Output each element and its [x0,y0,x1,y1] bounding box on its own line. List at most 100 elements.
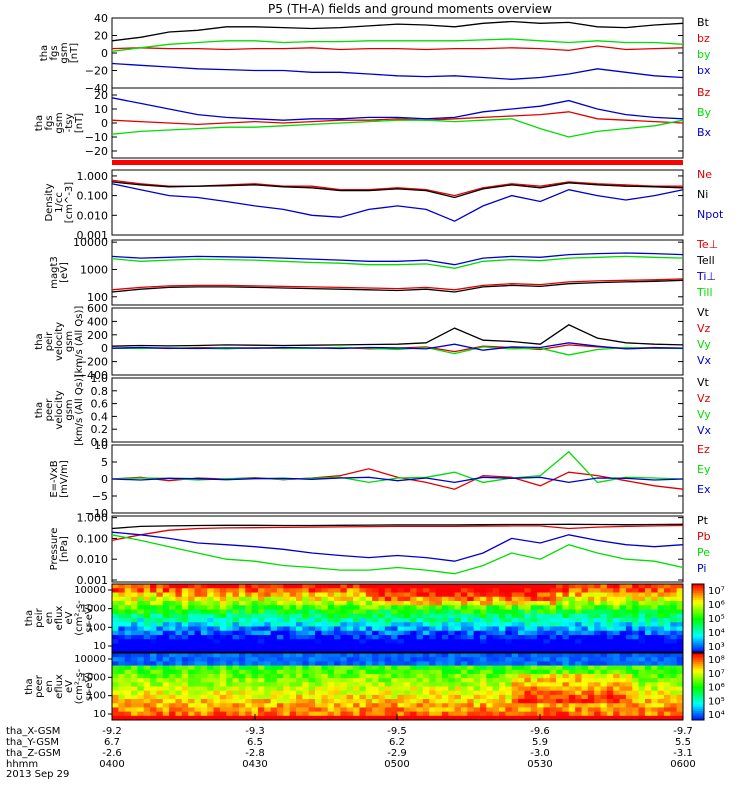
spectrogram-cell [454,690,462,696]
spectrogram-cell [524,703,532,708]
spectrogram-cell [397,673,405,679]
spectrogram-cell [175,711,183,717]
spectrogram-cell [435,613,443,619]
spectrogram-cell [575,669,582,675]
spectrogram-cell [435,711,443,717]
spectrogram-cell [479,690,487,696]
spectrogram-cell [315,653,322,658]
spectrogram-cell [460,635,468,640]
spectrogram-cell [238,622,246,627]
spectrogram-cell [169,699,176,704]
spectrogram-cell [606,711,614,717]
spectrogram-cell [131,661,138,666]
spectrogram-cell [118,618,126,623]
spectrogram-cell [334,653,341,658]
spectrogram-cell [219,682,227,687]
spectrogram-cell [289,699,297,704]
legend-Ez: Ez [697,443,710,456]
colorbar-frame [691,583,705,653]
spectrogram-cell [175,699,183,704]
spectrogram-cell [302,653,310,658]
spectrogram-cell [321,707,329,713]
spectrogram-cell [238,639,246,644]
spectrogram-cell [619,665,627,671]
spectrogram-cell [200,711,208,717]
spectrogram-cell [226,588,233,593]
spectrogram-cell [638,669,646,675]
spectrogram-cell [346,661,354,666]
spectrogram-cell [606,647,614,653]
spectrogram-cell [156,618,164,623]
spectrogram-cell [530,715,538,721]
spectrogram-cell [156,605,164,610]
spectrogram-cell [156,686,164,692]
spectrogram-cell [131,711,138,717]
spectrogram-cell [162,618,170,623]
spectrogram-cell [200,635,208,640]
spectrogram-cell [651,673,659,679]
spectrogram-cell [359,626,367,632]
spectrogram-cell [137,622,145,627]
spectrogram-cell [613,711,620,717]
spectrogram-cell [112,626,119,632]
spectrogram-cell [188,584,195,589]
spectrogram-cell [549,588,557,593]
spectrogram-cell [441,661,449,666]
spectrogram-cell [543,665,551,671]
spectrogram-cell [112,618,119,623]
y-tick-label: 20 [94,30,108,43]
spectrogram-cell [441,588,449,593]
spectrogram-cell [346,673,354,679]
spectrogram-cell [137,707,145,713]
spectrogram-cell [365,626,373,632]
spectrogram-cell [594,609,601,615]
spectrogram-cell [505,694,513,700]
spectrogram-cell [213,669,221,675]
spectrogram-cell [511,613,519,619]
spectrogram-cell [581,630,589,636]
spectrogram-cell [632,715,639,721]
spectrogram-cell [188,588,195,593]
spectrogram-cell [283,609,291,615]
spectrogram-cell [454,630,462,636]
spectrogram-cell [467,630,475,636]
legend-Vy: Vy [697,338,711,351]
spectrogram-cell [143,653,151,658]
spectrogram-cell [587,596,595,602]
spectrogram-cell [397,661,405,666]
spectrogram-cell [397,665,405,671]
spectrogram-cell [467,653,475,658]
spectrogram-cell [200,669,208,675]
spectrogram-cell [150,703,157,708]
spectrogram-cell [257,613,265,619]
spectrogram-cell [315,686,322,692]
spectrogram-cell [327,699,335,704]
spectrogram-cell [511,653,519,658]
spectrogram-cell [188,605,195,610]
spectrogram-cell [511,682,519,687]
legend-Pi: Pi [697,562,706,575]
spectrogram-cell [251,592,259,598]
spectrogram-cell [460,653,468,658]
spectrogram-cell [295,588,303,593]
spectrogram-cell [460,618,468,623]
spectrogram-cell [283,661,291,666]
spectrogram-cell [492,669,500,675]
spectrogram-cell [416,665,424,671]
spectrogram-cell [137,643,145,649]
legend-Te⊥: Te⊥ [696,238,718,251]
spectrogram-cell [651,694,659,700]
spectrogram-cell [213,643,221,649]
spectrogram-cell [549,653,557,658]
colorbar-segment [692,666,704,670]
colorbar-segment [692,624,704,628]
spectrogram-cell [575,715,582,721]
spectrogram-cell [537,630,544,636]
spectrogram-cell [460,715,468,721]
spectrogram-cell [194,694,202,700]
spectrogram-cell [416,622,424,627]
spectrogram-cell [131,618,138,623]
spectrogram-cell [416,669,424,675]
spectrogram-cell [632,613,639,619]
